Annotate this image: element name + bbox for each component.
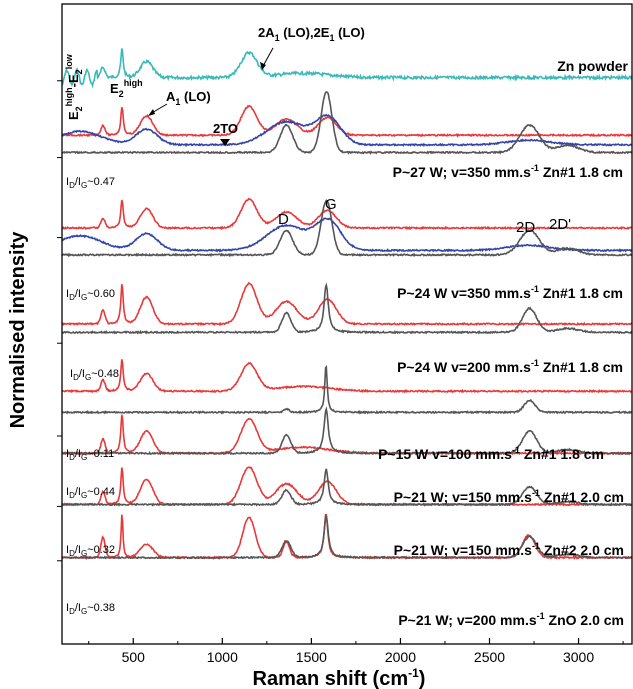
panel-labels: Zn powder P~27 W; v=350 mm.s-1 Zn#1 1.8 c… [378,58,628,628]
spectrum-line-panel6-red [61,466,633,507]
spectrum-line-panel7-gray [61,515,633,561]
x-tick-label: 1000 [207,649,238,665]
panel-label: Zn powder [557,58,628,74]
id-ig-ratio-label: ID/IG~0.11 [66,448,114,462]
spectrum-line-panel1-gray [61,91,633,155]
x-tick-label: 3000 [563,649,594,665]
annotation-2to-marker [220,139,230,146]
annotation-a1-lo: A1 (LO) [166,89,211,107]
spectrum-line-panel4-gray [61,364,633,415]
panel-label: P~21 W; v=200 mm.s-1 ZnO 2.0 cm [398,611,624,628]
panel-label: P~21 W; v=150 mm.s-1 Zn#2 2.0 cm [394,541,624,558]
spectrum-line-panel2-gray [61,199,633,258]
x-tick-label: 500 [122,649,146,665]
x-ticks: 500 1000 1500 2000 2500 3000 [57,80,624,665]
id-ig-ratio-label: ID/IG~0.47 [66,176,115,190]
spectrum-line-panel0-cyan [61,48,633,89]
id-ig-ratio-label: ID/IG~0.32 [66,544,115,558]
panel-label: P~24 W v=200 mm.s-1 Zn#1 1.8 cm [397,358,623,375]
spectrum-line-panel6-gray [61,468,633,507]
x-axis-title: Raman shift (cm-1) [253,666,426,689]
panel-label: P~21 W; v=150 mm.s-1 Zn#1 2.0 cm [394,488,624,505]
spectrum-line-panel4-red [61,359,633,394]
spectrum-line-panel2-blue [61,217,633,253]
annotation-zno-lo: 2A1 (LO),2E1 (LO) [258,25,365,43]
x-tick-label: 1500 [296,649,327,665]
id-ig-ratio-label: ID/IG~0.38 [66,602,115,616]
spectrum-line-panel5-gray [61,406,633,456]
id-ig-ratio-label: ID/IG~0.44 [66,486,115,500]
annotation-2d: 2D [516,219,535,236]
panel-label: P~27 W; v=350 mm.s-1 Zn#1 1.8 cm [393,163,623,180]
plot-area [61,48,633,561]
ratio-labels: ID/IG~0.47 ID/IG~0.60 ID/IG~0.48 ID/IG~0.11… [66,176,119,616]
annotation-2to: 2TO [213,121,238,136]
annotation-zno-lo-arrowhead [260,62,266,70]
annotation-g: G [325,196,337,213]
annotation-e2-high: E2high [110,78,143,99]
panel-label: P~15 W v=100 mm.s-1 Zn#1 1.8 cm [378,445,604,462]
panel-label: P~24 W v=350 mm.s-1 Zn#1 1.8 cm [397,284,623,301]
plot-frame [61,3,633,645]
spectrum-line-panel1-blue [61,113,633,148]
x-tick-label: 2500 [474,649,505,665]
spectrum-line-panel1-red [61,104,633,138]
spectrum-line-panel2-red [61,197,633,231]
y-axis-title: Normalised intensity [7,231,29,429]
id-ig-ratio-label: ID/IG~0.48 [70,368,119,382]
annotation-e2-rotated: E2high-E2low [64,53,84,120]
x-tick-label: 2000 [385,649,416,665]
spectrum-line-panel3-red [61,281,633,327]
annotation-2d-prime: 2D' [549,216,571,233]
id-ig-ratio-label: ID/IG~0.60 [66,288,115,302]
spectrum-line-panel3-gray [62,282,633,335]
annotation-d: D [278,211,289,228]
annotation-a1-arrowhead [148,109,155,116]
